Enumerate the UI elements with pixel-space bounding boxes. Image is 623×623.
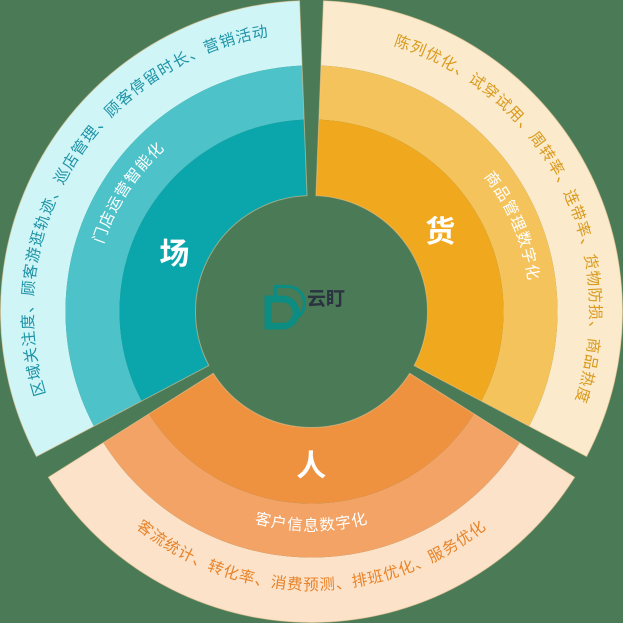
svg-text:场: 场	[159, 229, 189, 273]
svg-text:货: 货	[425, 207, 455, 251]
svg-text:人: 人	[296, 441, 326, 485]
svg-text:云盯: 云盯	[307, 284, 345, 311]
